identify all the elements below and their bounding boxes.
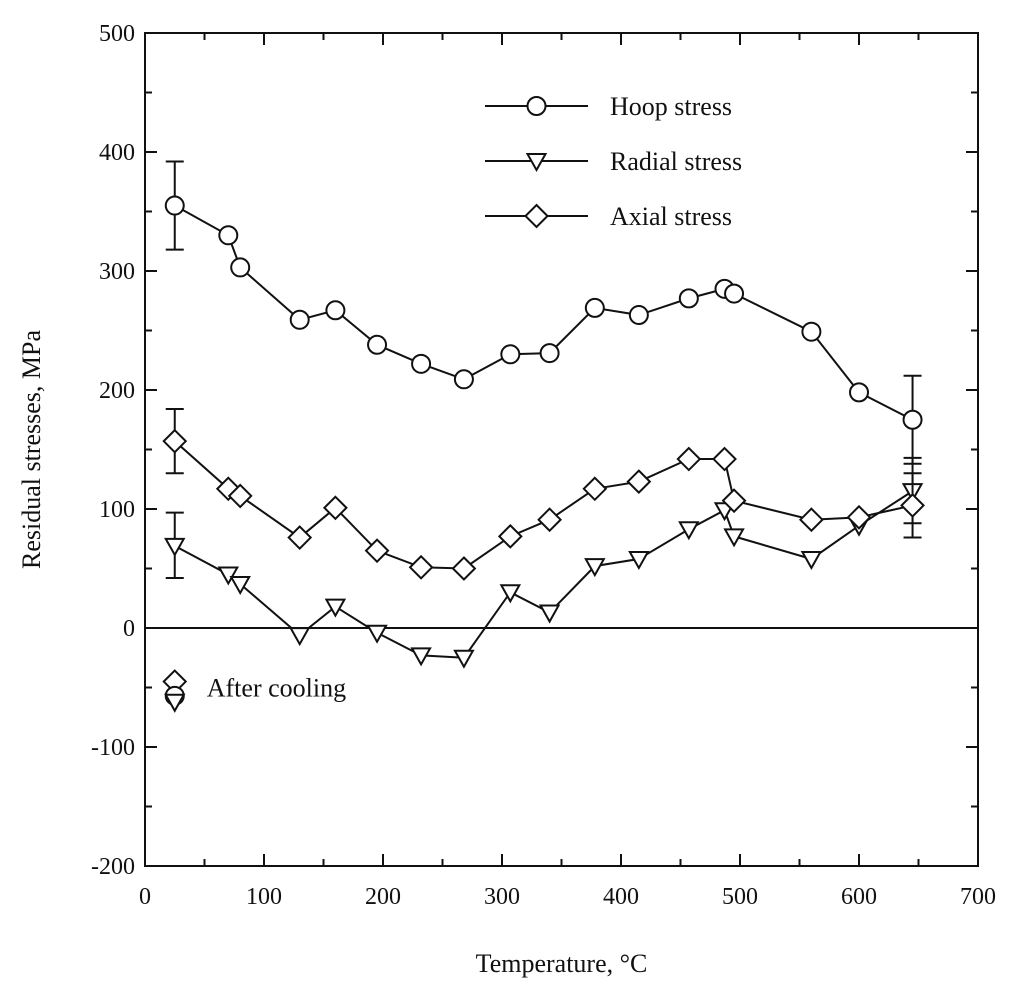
legend: Hoop stress Radial stress Axial stress xyxy=(485,92,742,231)
x-tick-label: 0 xyxy=(139,884,151,910)
hoop-stress-line xyxy=(174,204,914,421)
radial-stress-point xyxy=(538,604,561,624)
y-tick-label: 200 xyxy=(99,378,135,404)
hoop-stress-point xyxy=(164,195,185,216)
y-tick-label: -100 xyxy=(91,735,135,761)
axial-stress-point xyxy=(287,525,313,550)
y-tick-label: 400 xyxy=(99,140,135,166)
y-tick-label: 300 xyxy=(99,259,135,285)
legend-label-axial-stress: Axial stress xyxy=(610,202,732,231)
axial-stress-point xyxy=(676,446,702,472)
after-cooling-triangle-down-marker xyxy=(164,693,186,713)
axial-stress-series xyxy=(162,408,925,581)
radial-stress-point xyxy=(499,584,522,604)
x-tick-label: 200 xyxy=(365,884,401,910)
axial-stress-point xyxy=(451,556,477,581)
after-cooling-annotation: After cooling xyxy=(162,669,346,713)
hoop-stress-point xyxy=(539,343,560,364)
plot-frame xyxy=(144,32,979,867)
legend-label-hoop-stress: Hoop stress xyxy=(610,92,732,121)
hoop-stress-point xyxy=(500,344,521,365)
legend-label-radial-stress: Radial stress xyxy=(610,147,742,176)
axial-stress-line xyxy=(174,440,913,570)
hoop-stress-point xyxy=(453,369,474,390)
hoop-stress-point xyxy=(230,257,251,278)
axial-stress-point xyxy=(227,483,253,509)
radial-stress-point xyxy=(217,566,240,586)
hoop-stress-point xyxy=(724,283,745,304)
plot-border xyxy=(144,32,979,867)
hoop-stress-point xyxy=(849,382,869,403)
axis-ticks xyxy=(144,32,979,867)
axial-stress-point xyxy=(537,507,563,533)
hoop-stress-point xyxy=(218,225,239,246)
radial-stress-point xyxy=(453,649,475,669)
axial-stress-point xyxy=(721,488,747,514)
x-axis-title: Temperature, °C xyxy=(476,949,648,978)
x-tick-label: 700 xyxy=(960,884,996,910)
y-axis-title: Residual stresses, MPa xyxy=(17,330,46,570)
hoop-stress-point xyxy=(325,300,346,321)
y-tick-label: 0 xyxy=(123,616,135,642)
hoop-stress-point xyxy=(678,288,699,309)
x-tick-label: 400 xyxy=(603,884,639,910)
radial-stress-point xyxy=(366,624,388,644)
axial-stress-point xyxy=(408,554,434,580)
y-tick-label: -200 xyxy=(91,854,135,880)
axial-stress-point xyxy=(364,538,390,564)
radial-stress-point xyxy=(164,537,186,557)
axial-stress-point xyxy=(322,495,348,521)
tick-labels: 0 100 200 300 400 500 600 700 -200 -100 0 100 200 300… xyxy=(91,21,996,910)
hoop-stress-point xyxy=(628,305,649,326)
axial-stress-point xyxy=(798,507,824,533)
after-cooling-label: After cooling xyxy=(207,674,346,703)
legend-marker-hoop-stress xyxy=(526,96,547,116)
legend-marker-radial-stress xyxy=(525,153,548,173)
axial-stress-point xyxy=(162,428,188,454)
radial-stress-point xyxy=(324,598,347,618)
hoop-stress-point xyxy=(411,353,432,374)
radial-stress-point xyxy=(410,647,432,667)
axial-stress-point xyxy=(582,476,608,502)
axial-stress-point xyxy=(900,493,925,518)
radial-stress-point xyxy=(584,558,606,578)
x-tick-label: 300 xyxy=(484,884,520,910)
hoop-stress-point xyxy=(584,297,605,318)
radial-stress-series xyxy=(164,456,924,669)
legend-marker-axial-stress xyxy=(524,203,549,229)
axial-stress-point xyxy=(846,504,872,530)
x-tick-label: 100 xyxy=(246,884,282,910)
hoop-stress-point xyxy=(801,321,822,342)
axial-stress-point xyxy=(626,469,652,495)
axial-stress-point xyxy=(712,446,737,472)
radial-stress-point xyxy=(628,550,650,571)
x-tick-label: 600 xyxy=(841,884,877,910)
hoop-stress-point xyxy=(289,309,310,330)
radial-stress-point xyxy=(723,528,745,548)
radial-stress-line xyxy=(174,490,914,659)
hoop-stress-point xyxy=(367,334,388,355)
x-tick-label: 500 xyxy=(722,884,758,910)
series-layer xyxy=(162,160,925,669)
hoop-stress-point xyxy=(902,409,923,430)
radial-stress-point xyxy=(678,521,700,541)
radial-stress-point xyxy=(229,575,251,596)
y-tick-label: 500 xyxy=(99,21,135,47)
radial-stress-point xyxy=(288,627,311,647)
hoop-stress-series xyxy=(164,160,923,465)
axial-stress-point xyxy=(497,523,523,549)
y-tick-label: 100 xyxy=(99,497,135,523)
radial-stress-point xyxy=(800,550,823,571)
